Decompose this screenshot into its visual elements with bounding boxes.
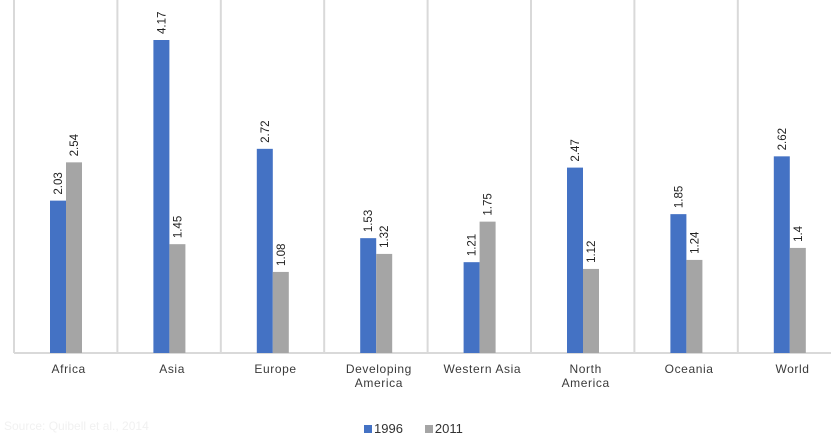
bar-2011-world (789, 247, 806, 353)
legend-label-2011: 2011 (434, 421, 463, 436)
value-label-1996: 2.72 (260, 120, 272, 142)
value-label-2011: 1.32 (379, 226, 391, 248)
value-label-1996: 2.47 (570, 139, 582, 161)
source-note: Source: Quibell et al., 2014 (4, 419, 149, 433)
value-label-1996: 2.62 (777, 128, 789, 150)
bar-1996-africa (50, 200, 66, 353)
value-label-1996: 1.85 (673, 186, 685, 208)
bar-1996-europe (256, 148, 273, 353)
category-label: Oceania (665, 362, 714, 376)
bar-2011-asia (169, 244, 186, 353)
category-label: Europe (254, 362, 296, 376)
value-label-2011: 1.08 (276, 244, 288, 266)
category-label: Developing America (346, 362, 412, 390)
bar-1996-developing-america (360, 238, 377, 353)
value-label-2011: 1.4 (793, 225, 805, 242)
bar-2011-africa (66, 162, 82, 353)
value-label-2011: 1.45 (172, 216, 184, 238)
bar-1996-western-asia (463, 262, 480, 353)
value-label-2011: 1.24 (689, 231, 701, 254)
category-label: World (775, 362, 809, 376)
value-label-1996: 4.17 (156, 12, 168, 34)
legend-item-1996: 1996 (364, 421, 403, 436)
value-label-1996: 1.53 (363, 210, 375, 232)
value-label-2011: 1.12 (586, 241, 598, 263)
value-label-1996: 1.21 (467, 234, 479, 256)
value-label-2011: 2.54 (69, 133, 81, 156)
bar-1996-oceania (670, 214, 687, 353)
bar-2011-oceania (686, 259, 703, 353)
bar-2011-western-asia (479, 221, 496, 353)
bar-1996-asia (153, 40, 170, 353)
category-label: Africa (52, 362, 86, 376)
bar-1996-north-america (567, 167, 583, 353)
bar-2011-europe (272, 271, 289, 353)
category-label: Asia (159, 362, 185, 376)
legend: 1996 2011 (364, 421, 485, 436)
category-label: Western Asia (443, 362, 521, 376)
bar-2011-developing-america (376, 253, 393, 353)
value-label-2011: 1.75 (483, 193, 495, 215)
legend-swatch-2011 (424, 424, 433, 433)
bar-1996-world (773, 156, 790, 353)
category-label: North America (562, 362, 610, 390)
legend-label-1996: 1996 (374, 421, 403, 436)
legend-swatch-1996 (364, 424, 372, 433)
bar-2011-north-america (583, 268, 599, 353)
legend-item-2011: 2011 (424, 421, 463, 436)
value-label-1996: 2.03 (53, 172, 65, 194)
